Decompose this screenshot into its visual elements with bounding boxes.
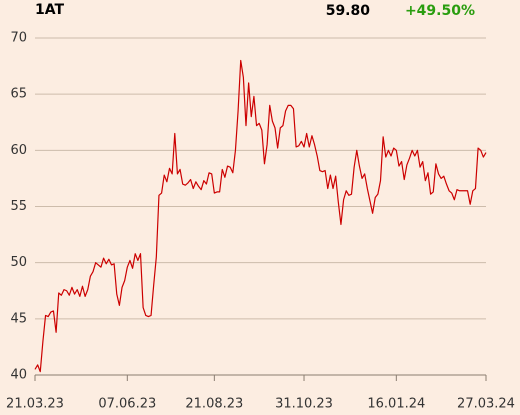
- y-tick-label: 70: [10, 31, 27, 46]
- chart-title: 1AT: [35, 2, 64, 18]
- y-tick-label: 55: [10, 199, 27, 214]
- x-tick-label: 07.06.23: [98, 397, 156, 412]
- x-tick-label: 21.03.23: [6, 397, 64, 412]
- y-tick-label: 40: [10, 368, 27, 383]
- x-tick-label: 16.01.24: [367, 397, 425, 412]
- x-tick-label: 21.08.23: [185, 397, 243, 412]
- y-tick-label: 65: [10, 87, 27, 102]
- y-tick-label: 60: [10, 143, 27, 158]
- x-tick-label: 31.10.23: [275, 397, 333, 412]
- y-tick-label: 50: [10, 255, 27, 270]
- x-tick-label: 27.03.24: [457, 397, 515, 412]
- price-line: [34, 59, 487, 373]
- y-tick-label: 45: [10, 311, 27, 326]
- last-price: 59.80: [326, 3, 371, 19]
- price-change: +49.50%: [405, 3, 475, 19]
